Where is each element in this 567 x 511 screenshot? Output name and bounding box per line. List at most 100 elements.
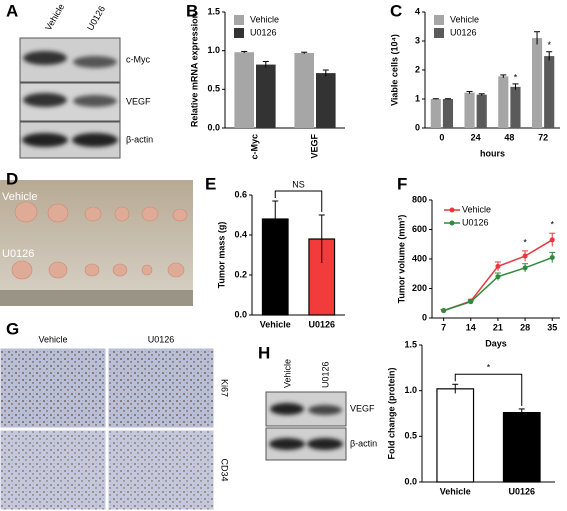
panel-letter: B — [186, 1, 198, 20]
column-label: Vehicle — [38, 334, 67, 344]
annotation: NS — [292, 179, 305, 189]
band-label: VEGF — [126, 96, 151, 106]
y-tick-label: 2 — [415, 64, 420, 74]
bar — [256, 64, 276, 128]
point — [468, 299, 474, 305]
x-tick-label: 7 — [441, 322, 446, 332]
y-tick-label: 1.5 — [404, 339, 417, 349]
y-tick-label: 0 — [422, 312, 427, 322]
legend-label: Vehicle — [462, 204, 491, 214]
legend-swatch — [434, 15, 444, 25]
y-tick-label: 1.0 — [207, 45, 220, 55]
x-tick-label: 14 — [466, 322, 476, 332]
bracket — [274, 190, 323, 212]
point — [495, 274, 501, 280]
row-label: CD34 — [220, 458, 230, 481]
bar — [436, 388, 475, 483]
panel-letter: A — [6, 1, 18, 20]
point — [495, 263, 501, 269]
y-tick-label: 0 — [415, 122, 420, 132]
row-label: Vehicle — [2, 191, 37, 203]
x-tick-label: 24 — [471, 132, 481, 142]
band-label: c-Myc — [126, 54, 150, 64]
bar — [502, 411, 541, 483]
bar — [498, 76, 509, 128]
y-tick-label: 400 — [412, 253, 427, 263]
x-tick-label: Vehicle — [440, 486, 471, 496]
x-tick-label: 0 — [439, 132, 444, 142]
y-tick-label: 1.0 — [404, 385, 417, 395]
x-tick-label: 48 — [504, 132, 514, 142]
bar — [442, 99, 454, 128]
bracket — [454, 373, 523, 406]
row-label: U0126 — [2, 248, 34, 260]
legend-swatch — [434, 28, 444, 38]
panel-letter: C — [390, 1, 402, 20]
point — [522, 265, 528, 271]
blot-a — [19, 37, 121, 159]
bar — [476, 94, 487, 128]
point — [549, 237, 555, 243]
legend-swatch — [234, 28, 244, 38]
x-axis-label: hours — [480, 148, 505, 158]
annotation: * — [523, 237, 527, 247]
legend-label: Vehicle — [450, 14, 479, 24]
y-axis-label: Tumor volume (mm³) — [396, 215, 406, 304]
y-axis-label: Viable cells (10⁴) — [389, 34, 399, 106]
y-tick-label: 0.0 — [234, 309, 247, 319]
panel-letter: F — [397, 174, 407, 193]
ihc-images — [0, 347, 215, 511]
band-label: β-actin — [350, 438, 377, 448]
bar — [531, 38, 543, 128]
panel-letter: H — [258, 343, 270, 362]
x-tick-label: 72 — [538, 132, 548, 142]
band-label: VEGF — [350, 403, 375, 413]
y-tick-label: 600 — [412, 224, 427, 234]
tumor-photo — [0, 180, 193, 306]
y-tick-label: 200 — [412, 283, 427, 293]
y-tick-label: 3 — [415, 35, 420, 45]
y-axis-label: Fold change (protein) — [386, 368, 396, 460]
y-axis-label: Relative mRNA expression — [189, 13, 199, 127]
band-label: β-actin — [126, 134, 153, 144]
y-tick-label: 0.5 — [207, 84, 220, 94]
x-axis-label: Days — [485, 338, 507, 348]
y-axis-label: Tumor mass (g) — [216, 222, 226, 289]
x-tick-label: 21 — [493, 322, 503, 332]
y-tick-label: 1.5 — [207, 6, 220, 16]
x-tick-label: c-Myc — [249, 134, 259, 160]
annotation: * — [547, 40, 551, 50]
panel-letter: E — [205, 174, 216, 193]
point — [549, 255, 555, 261]
y-tick-label: 0.5 — [404, 431, 417, 441]
legend-label: U0126 — [250, 27, 277, 37]
y-tick-label: 4 — [415, 6, 420, 16]
bar — [430, 99, 441, 128]
blot-h — [265, 391, 347, 461]
x-tick-label: U0126 — [308, 319, 335, 329]
point — [441, 308, 447, 314]
column-label: U0126 — [148, 334, 175, 344]
y-tick-label: 1 — [415, 93, 420, 103]
legend-swatch — [234, 15, 244, 25]
y-tick-label: 0.0 — [207, 122, 220, 132]
x-tick-label: 35 — [547, 322, 557, 332]
annotation: * — [514, 72, 518, 82]
lane-label: Vehicle — [282, 359, 292, 388]
annotation: * — [487, 363, 491, 373]
x-tick-label: VEGF — [309, 134, 319, 159]
y-tick-label: 0.6 — [234, 189, 247, 199]
x-tick-label: U0126 — [508, 486, 535, 496]
bar — [294, 52, 314, 129]
bar — [544, 56, 555, 128]
legend-label: U0126 — [462, 217, 489, 227]
bar — [510, 86, 521, 128]
legend-label: U0126 — [450, 27, 477, 37]
y-tick-label: 0.0 — [404, 476, 417, 486]
legend-swatch — [449, 207, 455, 213]
y-tick-label: 0.4 — [234, 229, 247, 239]
y-tick-label: 800 — [412, 194, 427, 204]
lane-label: Vehicle — [43, 2, 66, 32]
